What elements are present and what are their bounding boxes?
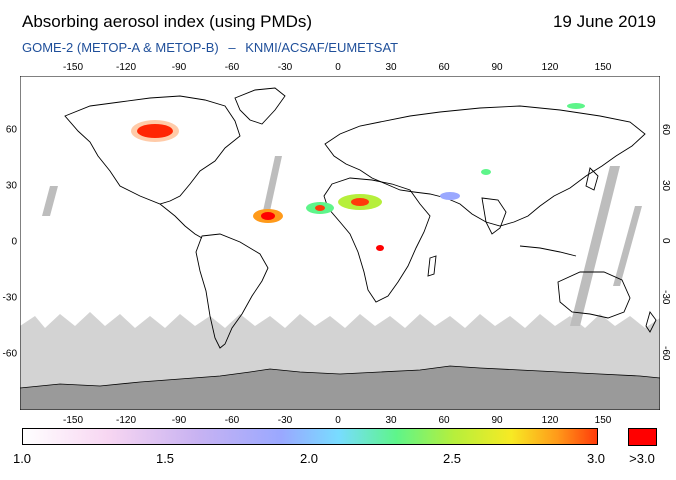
bottom-lon-tick: 30 [385,415,397,426]
aerosol-plume-sahara-east-core [351,198,369,206]
source-label: KNMI/ACSAF/EUMETSAT [245,40,399,55]
right-lat-tick: -30 [660,290,671,305]
top-lon-tick: 30 [385,62,397,73]
indonesia-outline [519,245,577,257]
top-lon-tick: 60 [438,62,450,73]
bottom-lon-tick: -30 [277,415,293,426]
aerosol-plumes [131,103,585,251]
eurasia-outline [324,105,646,227]
instrument-label: GOME-2 (METOP-A & METOP-B) [22,40,219,55]
right-lat-tick: -60 [660,346,671,361]
aerosol-plume-canada-halo [131,120,179,142]
subtitle-separator: – [228,40,236,55]
bottom-lon-tick: -150 [62,415,84,426]
colorbar-over-swatch [628,428,657,446]
top-lon-tick: -150 [62,62,84,73]
greenland-outline [234,87,286,125]
top-lon-tick: 150 [594,62,612,73]
aerosol-plume-asia [481,169,491,175]
top-lon-tick: -120 [115,62,137,73]
bottom-lon-tick: 0 [335,415,341,426]
colorbar-label: 2.0 [299,451,319,466]
top-lon-tick: -90 [171,62,187,73]
right-lat-tick: 60 [660,124,671,136]
aerosol-plume-central-africa [376,245,384,251]
antarctica-region [20,365,660,410]
map-subtitle: GOME-2 (METOP-A & METOP-B) – KNMI/ACSAF/… [22,40,404,55]
left-lat-tick: 60 [5,124,17,136]
map-title: Absorbing aerosol index (using PMDs) [22,12,313,31]
bottom-lon-tick: -120 [115,415,137,426]
africa-outline [323,177,431,303]
top-lon-tick: -60 [224,62,240,73]
colorbar-label: 1.5 [155,451,175,466]
orbit-gap-stripe [613,206,642,286]
left-lat-tick: -30 [2,292,17,304]
south-america-outline [195,233,269,349]
aerosol-plume-canada [137,124,173,138]
right-lat-tick: 30 [660,180,671,192]
bottom-lon-tick: 150 [594,415,612,426]
bottom-lon-tick: -90 [171,415,187,426]
top-lon-tick: 90 [491,62,503,73]
colorbar-gradient [22,428,598,445]
colorbar-label: 2.5 [442,451,462,466]
orbit-gap-stripe [263,156,282,211]
top-lon-tick: -30 [277,62,293,73]
left-lat-tick: 0 [11,236,17,248]
world-map [20,76,660,410]
bottom-lon-tick: 120 [541,415,559,426]
bottom-lon-tick: 90 [491,415,503,426]
bottom-lon-tick: 60 [438,415,450,426]
orbit-gap-stripe [570,166,620,326]
top-lon-tick: 0 [335,62,341,73]
orbit-gap-stripe [42,186,58,216]
colorbar [22,428,598,445]
australia-outline [557,271,631,319]
right-lat-tick: 0 [660,238,671,244]
bottom-lon-tick: -60 [224,415,240,426]
madagascar-outline [427,255,437,277]
top-lon-tick: 120 [541,62,559,73]
aerosol-plume-arabia [440,192,460,200]
aerosol-plume-sahara-west-core [315,205,325,211]
north-america-outline [64,95,241,205]
new-zealand-outline [645,311,657,333]
india-outline [481,197,507,235]
map-date: 19 June 2019 [552,12,656,31]
colorbar-label: 1.0 [12,451,32,466]
colorbar-over-label: >3.0 [629,451,655,466]
coastlines [64,87,657,349]
central-america-outline [159,203,203,239]
aerosol-plume-atlantic-core [261,212,275,220]
left-lat-tick: 30 [5,180,17,192]
japan-outline [585,167,599,191]
aerosol-plume-siberia [567,103,585,109]
left-lat-tick: -60 [2,348,17,360]
colorbar-label: 3.0 [586,451,606,466]
